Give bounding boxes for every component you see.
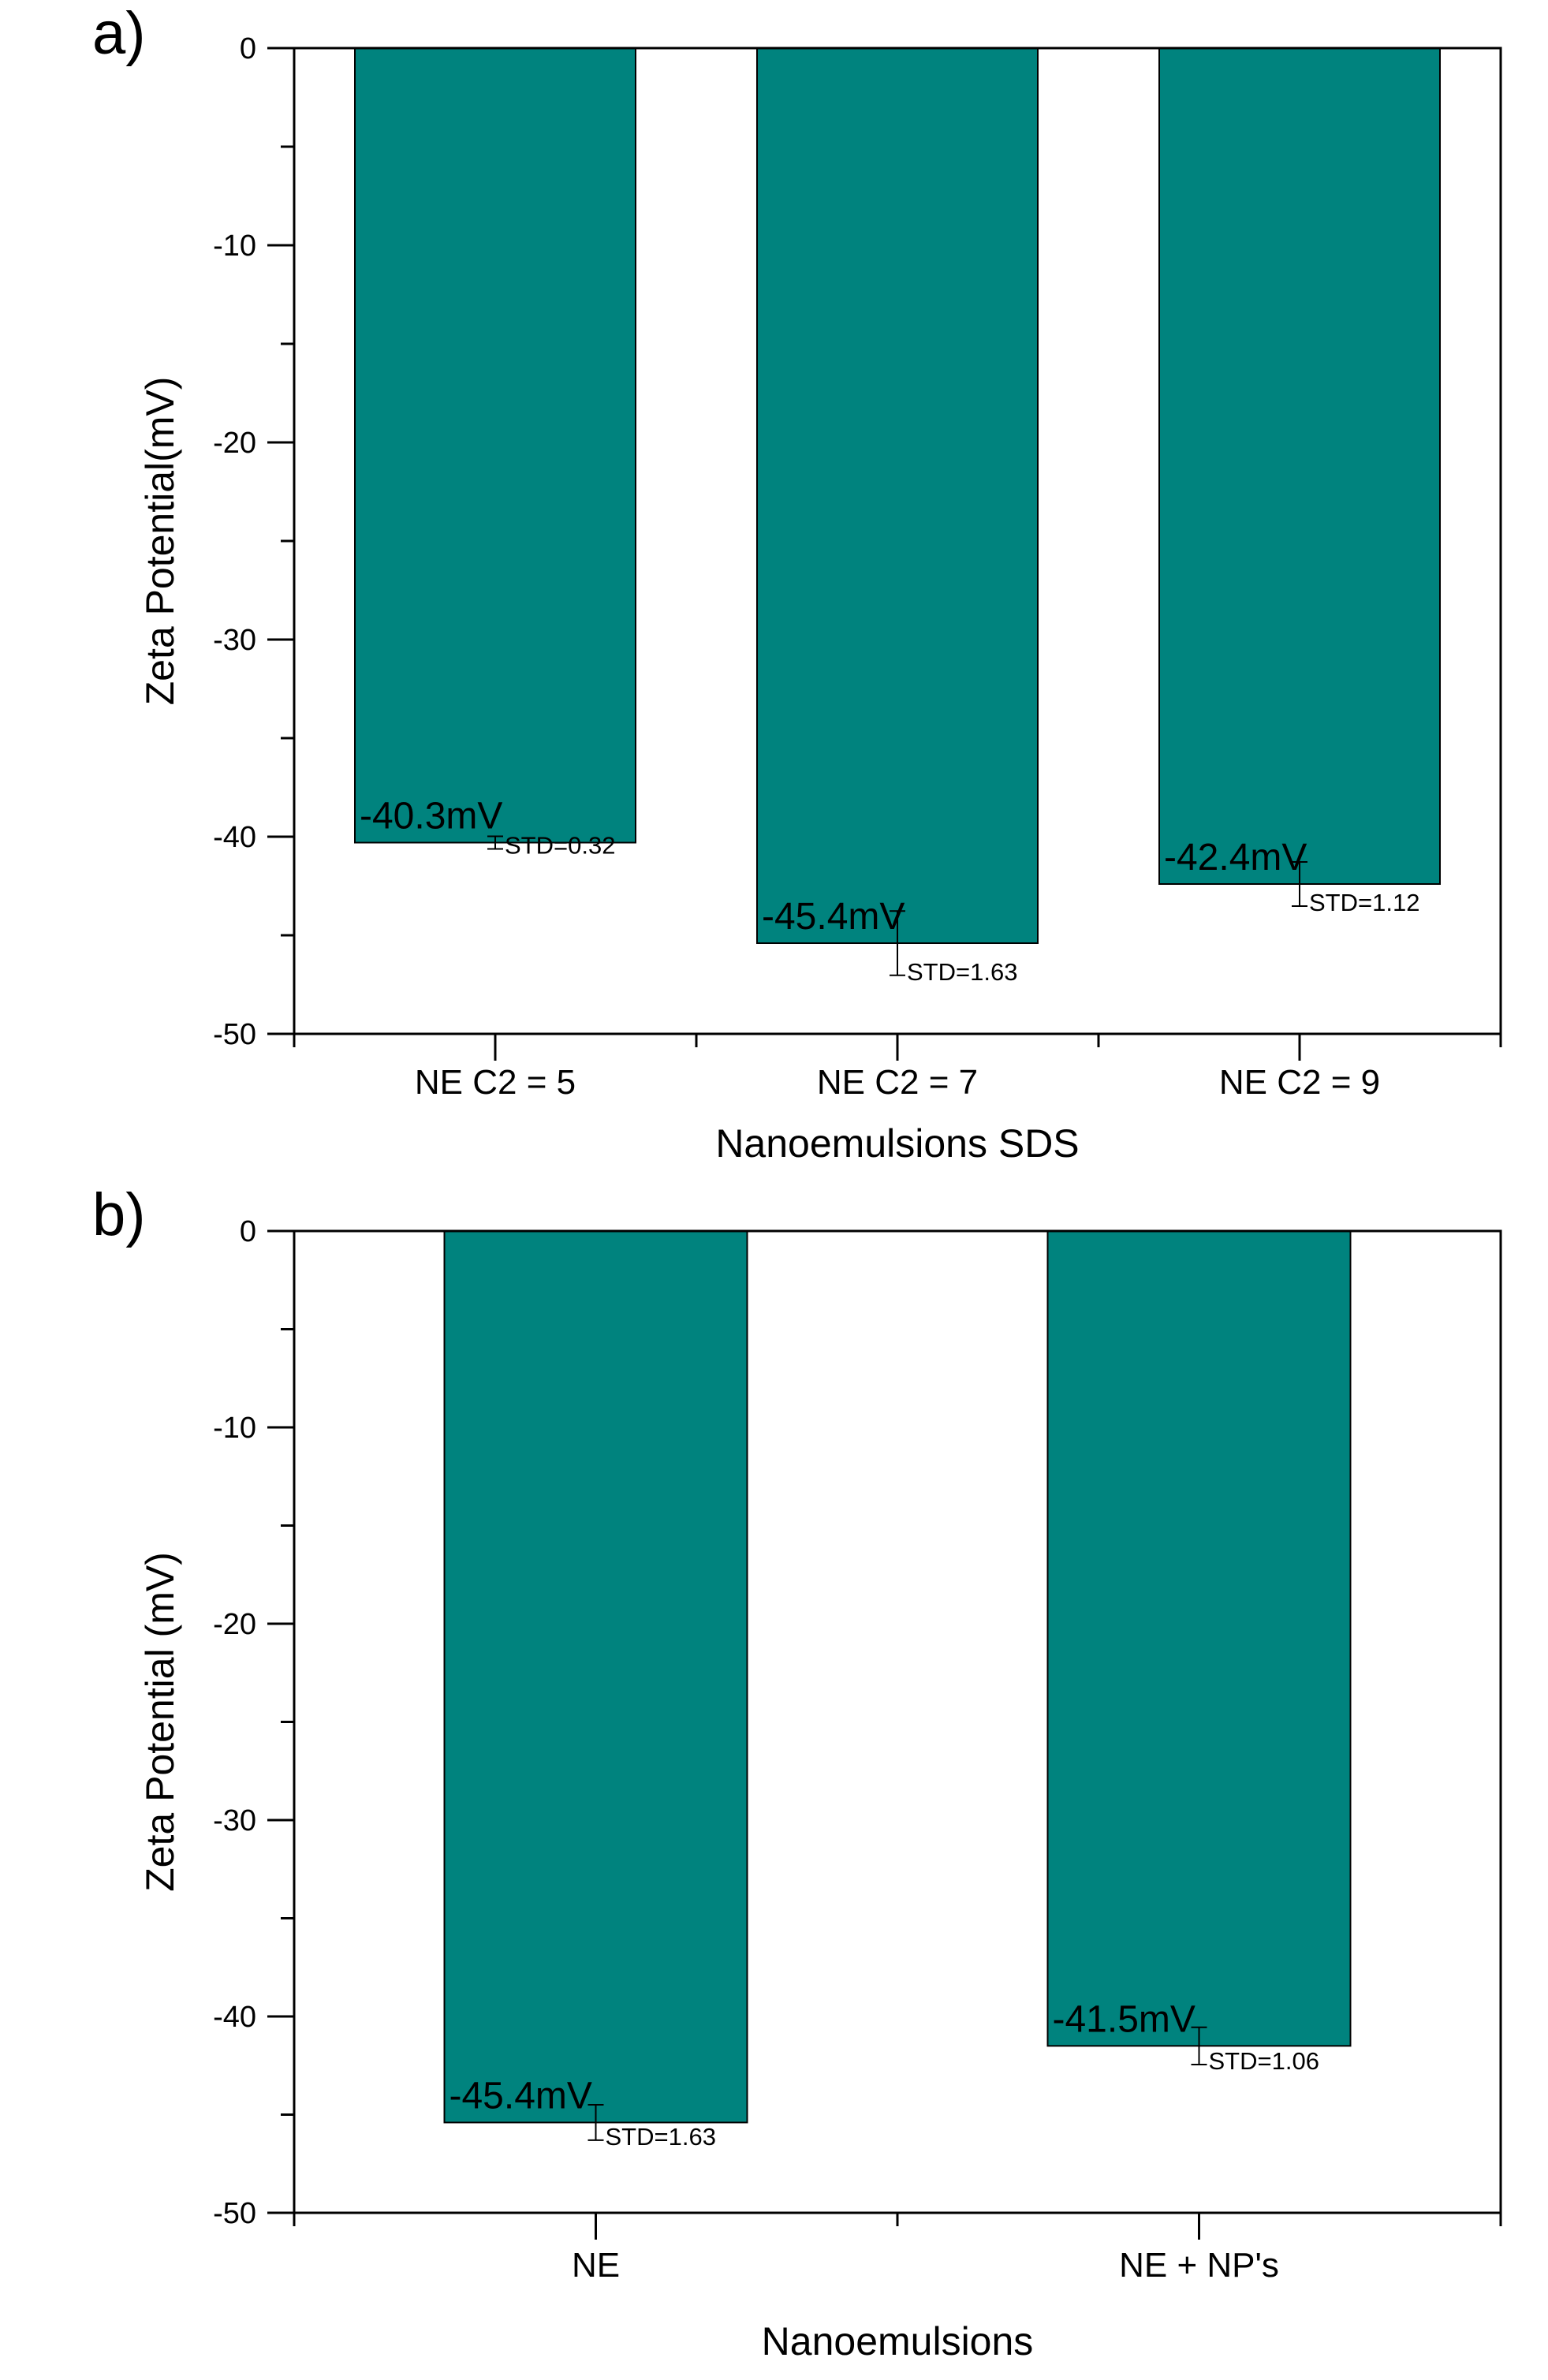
y-tick-label: -20 <box>213 427 256 460</box>
bar <box>1046 1230 1352 2047</box>
y-tick-label: -20 <box>213 1608 256 1641</box>
panel-label: b) <box>92 1181 146 1248</box>
y-tick-label: -30 <box>213 624 256 657</box>
bar <box>1158 47 1441 885</box>
bar <box>354 47 636 844</box>
x-tick-label: NE + NP's <box>1119 2246 1279 2285</box>
x-axis: NE C2 = 5 NE C2 = 7 NE C2 = 9 <box>293 1034 1502 1102</box>
x-axis-title: Nanoemulsions <box>762 2319 1034 2363</box>
x-tick-label: NE <box>572 2246 620 2285</box>
y-tick-label: -10 <box>213 229 256 263</box>
error-label: STD=1.06 <box>1209 2047 1319 2075</box>
bar <box>443 1230 748 2124</box>
y-tick-label: -40 <box>213 2001 256 2034</box>
y-tick-label: 0 <box>240 1215 256 1248</box>
y-axis-title: Zeta Potential (mV) <box>138 1552 182 1892</box>
error-label: STD=1.12 <box>1309 889 1419 916</box>
data-label: -45.4mV <box>762 896 905 938</box>
x-tick-label: NE C2 = 7 <box>817 1063 978 1102</box>
y-tick-label: -50 <box>213 2197 256 2230</box>
data-label: -42.4mV <box>1164 837 1307 879</box>
chart-panel-b: b) -45.4mV -41.5mV STD=1.63 STD=1.06 0 -10 -20 -… <box>92 1181 1502 2363</box>
y-tick-label: -30 <box>213 1804 256 1837</box>
x-axis: NE NE + NP's <box>293 2213 1502 2285</box>
y-tick-label: -40 <box>213 821 256 854</box>
data-label: -41.5mV <box>1053 1998 1196 2040</box>
error-label: STD=1.63 <box>907 958 1017 986</box>
error-label: STD=0.32 <box>505 832 615 860</box>
x-axis-title: Nanoemulsions SDS <box>715 1121 1079 1166</box>
x-tick-label: NE C2 = 5 <box>415 1063 576 1102</box>
y-tick-label: 0 <box>240 32 256 65</box>
data-label: -40.3mV <box>360 796 502 837</box>
x-tick-label: NE C2 = 9 <box>1219 1063 1380 1102</box>
data-label: -45.4mV <box>449 2075 592 2117</box>
y-axis: 0 -10 -20 -30 -40 -50 <box>213 1215 294 2230</box>
y-tick-label: -50 <box>213 1018 256 1051</box>
y-axis-title: Zeta Potential(mV) <box>138 377 182 706</box>
error-label: STD=1.63 <box>606 2123 716 2151</box>
chart-panel-a: a) -40.3mV -45.4mV -42.4mV STD=0.32 STD=1.63 S… <box>92 0 1502 1166</box>
panel-label: a) <box>92 0 146 67</box>
bar <box>756 47 1039 944</box>
y-axis: 0 -10 -20 -30 -40 -50 <box>213 32 294 1051</box>
y-tick-label: -10 <box>213 1412 256 1445</box>
